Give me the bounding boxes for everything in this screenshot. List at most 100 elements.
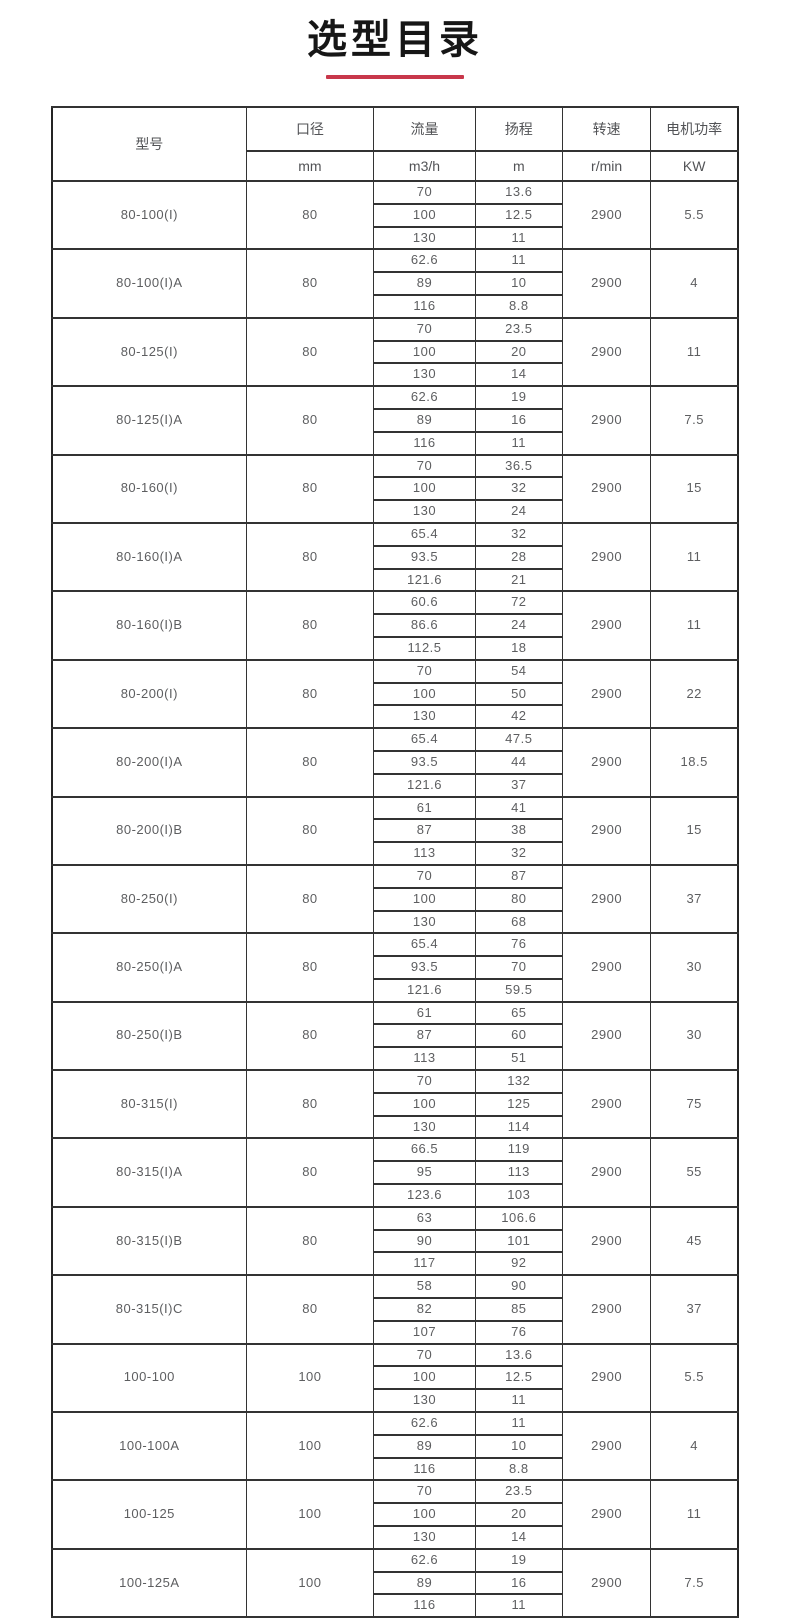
flow-cell: 113 (373, 1046, 476, 1072)
model-cell: 80-125(I) (51, 316, 247, 388)
head-cell: 16 (474, 1570, 563, 1596)
table-row: 100-100A 100 62.6 11 2900 4 (51, 1411, 739, 1482)
head-cell: 11 (474, 225, 563, 251)
table-row: 100-125A 100 62.6 19 2900 7.5 (51, 1547, 739, 1618)
head-cell: 85 (474, 1297, 563, 1322)
speed-cell: 2900 (561, 1479, 652, 1550)
power-cell: 7.5 (650, 1547, 739, 1618)
head-cell: 41 (474, 795, 563, 821)
diameter-cell: 80 (245, 590, 375, 661)
model-cell: 80-250(I)B (51, 1000, 247, 1072)
table-row: 93.5 44 (52, 749, 738, 775)
table-row: 121.6 21 (52, 567, 738, 593)
table-row: 80-250(I)B 80 61 65 2900 30 (51, 1000, 739, 1072)
column-unit-head: m (474, 150, 563, 182)
head-cell: 16 (474, 407, 563, 433)
head-cell: 72 (474, 590, 563, 616)
power-cell: 30 (650, 1000, 739, 1072)
head-cell: 106.6 (474, 1205, 563, 1231)
table-row: 80-100(I) 80 70 13.6 2900 5.5 (51, 179, 739, 251)
table-row: 130 14 (52, 362, 738, 388)
head-cell: 13.6 (474, 1342, 563, 1368)
flow-cell: 100 (373, 1091, 476, 1117)
power-cell: 18.5 (650, 727, 739, 798)
head-cell: 87 (474, 863, 563, 889)
table-row: 107 76 (52, 1319, 738, 1345)
table-row: 100 12.5 (52, 1365, 738, 1391)
flow-cell: 82 (373, 1297, 476, 1322)
table-row: 89 10 (52, 271, 738, 296)
flow-cell: 89 (373, 1433, 476, 1459)
head-cell: 10 (474, 271, 563, 296)
flow-cell: 121.6 (373, 567, 476, 593)
table-row: 100 80 (52, 886, 738, 912)
model-cell: 80-100(I) (51, 179, 247, 251)
table-row: 80-125(I) 80 70 23.5 2900 11 (51, 316, 739, 388)
table-row: 80-160(I) 80 70 36.5 2900 15 (51, 453, 739, 524)
table-row: 130 68 (52, 909, 738, 935)
table-row: 130 11 (52, 1388, 738, 1414)
model-cell: 80-315(I)A (51, 1137, 247, 1208)
catalog-table: 型号 口径 流量 扬程 转速 电机功率 mm m3/h m r/min KW 8… (51, 106, 739, 1618)
flow-cell: 93.5 (373, 955, 476, 980)
flow-cell: 130 (373, 1114, 476, 1140)
table-row: 93.5 70 (52, 955, 738, 980)
diameter-cell: 100 (245, 1411, 375, 1482)
table-row: 123.6 103 (52, 1183, 738, 1208)
head-cell: 20 (474, 339, 563, 365)
head-cell: 24 (474, 613, 563, 638)
page-title: 选型目录 (307, 17, 483, 63)
model-cell: 80-315(I)C (51, 1274, 247, 1345)
flow-cell: 62.6 (373, 1411, 476, 1436)
table-row: 100 125 (52, 1091, 738, 1117)
model-cell: 100-100 (51, 1342, 247, 1414)
speed-cell: 2900 (561, 1137, 652, 1208)
table-row: 95 113 (52, 1160, 738, 1186)
table-row: 121.6 59.5 (52, 977, 738, 1003)
table-row: 80-125(I)A 80 62.6 19 2900 7.5 (51, 385, 739, 456)
diameter-cell: 80 (245, 863, 375, 935)
power-cell: 15 (650, 453, 739, 524)
head-cell: 70 (474, 955, 563, 980)
flow-cell: 100 (373, 681, 476, 707)
head-cell: 11 (474, 1411, 563, 1436)
head-cell: 38 (474, 818, 563, 844)
table-row: 113 32 (52, 841, 738, 866)
flow-cell: 100 (373, 339, 476, 365)
model-cell: 100-125 (51, 1479, 247, 1550)
flow-cell: 90 (373, 1228, 476, 1254)
table-row: 130 24 (52, 499, 738, 524)
flow-cell: 116 (373, 293, 476, 319)
head-cell: 21 (474, 567, 563, 593)
flow-cell: 112.5 (373, 635, 476, 661)
flow-cell: 116 (373, 430, 476, 456)
table-row: 82 85 (52, 1297, 738, 1322)
table-row: 130 114 (52, 1114, 738, 1140)
head-cell: 90 (474, 1274, 563, 1300)
head-cell: 59.5 (474, 977, 563, 1003)
flow-cell: 70 (373, 453, 476, 479)
flow-cell: 70 (373, 863, 476, 889)
head-cell: 51 (474, 1046, 563, 1072)
power-cell: 11 (650, 590, 739, 661)
head-cell: 76 (474, 1319, 563, 1345)
table-row: 100 20 (52, 339, 738, 365)
table-row: 121.6 37 (52, 772, 738, 798)
power-cell: 11 (650, 521, 739, 593)
table-row: 86.6 24 (52, 613, 738, 638)
flow-cell: 70 (373, 1479, 476, 1505)
flow-cell: 130 (373, 1525, 476, 1550)
column-header-flow: 流量 (373, 106, 476, 152)
table-row: 93.5 28 (52, 544, 738, 570)
column-header-diameter: 口径 (245, 106, 375, 152)
diameter-cell: 80 (245, 1069, 375, 1140)
power-cell: 30 (650, 932, 739, 1003)
head-cell: 42 (474, 704, 563, 730)
speed-cell: 2900 (561, 795, 652, 866)
head-cell: 76 (474, 932, 563, 958)
diameter-cell: 80 (245, 1274, 375, 1345)
flow-cell: 65.4 (373, 932, 476, 958)
catalog-table-body: 80-100(I) 80 70 13.6 2900 5.5 100 12.5 130 11 80-1… (51, 179, 739, 1618)
speed-cell: 2900 (561, 316, 652, 388)
power-cell: 5.5 (650, 1342, 739, 1414)
